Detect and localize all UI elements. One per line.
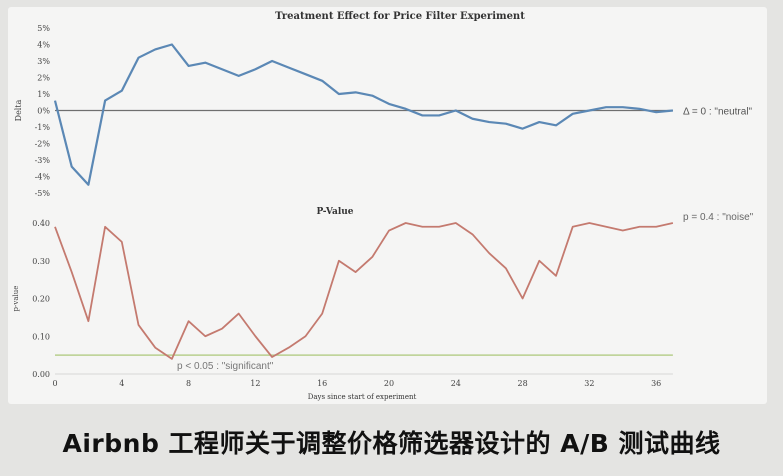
- delta-y-tick: 2%: [37, 74, 50, 83]
- pvalue-y-tick: 0.40: [32, 219, 50, 228]
- x-tick: 4: [119, 379, 124, 388]
- pvalue-series-line: [54, 222, 674, 360]
- pvalue-y-tick: 0.20: [32, 295, 50, 304]
- x-tick: 36: [651, 379, 661, 388]
- delta-series-line: [53, 43, 674, 186]
- pvalue-y-tick: 0.30: [32, 257, 50, 266]
- delta-y-tick: 4%: [37, 41, 50, 50]
- x-tick: 8: [186, 379, 191, 388]
- neutral-annotation: Δ = 0 : "neutral": [683, 107, 753, 118]
- delta-chart-title: Treatment Effect for Price Filter Experi…: [275, 11, 525, 22]
- x-tick: 0: [52, 379, 57, 388]
- ab-test-chart: Treatment Effect for Price Filter Experi…: [12, 11, 754, 401]
- x-tick: 28: [518, 379, 528, 388]
- x-tick: 20: [384, 379, 394, 388]
- chart-card: [8, 7, 767, 404]
- x-axis-label: Days since start of experiment: [308, 393, 417, 401]
- delta-y-tick: -2%: [35, 140, 51, 149]
- delta-y-tick: -1%: [35, 123, 51, 132]
- delta-y-label: Delta: [14, 99, 23, 121]
- delta-y-tick: 3%: [37, 57, 50, 66]
- x-tick: 16: [317, 379, 327, 388]
- significant-annotation: p < 0.05 : "significant": [177, 361, 274, 372]
- delta-y-tick: -3%: [35, 156, 51, 165]
- delta-y-tick: 1%: [37, 90, 50, 99]
- delta-y-tick: 5%: [37, 24, 50, 33]
- pvalue-chart-title: P-Value: [316, 207, 353, 217]
- noise-annotation: p = 0.4 : "noise": [683, 212, 754, 223]
- x-tick: 12: [250, 379, 260, 388]
- delta-y-tick: -4%: [35, 173, 51, 182]
- pvalue-y-label: p-value: [12, 286, 20, 312]
- x-tick: 24: [451, 379, 461, 388]
- caption: Airbnb 工程师关于调整价格筛选器设计的 A/B 测试曲线: [62, 429, 721, 458]
- delta-y-tick: 0%: [37, 107, 50, 116]
- pvalue-y-tick: 0.10: [32, 332, 50, 341]
- pvalue-y-tick: 0.00: [32, 370, 50, 379]
- delta-y-tick: -5%: [35, 189, 51, 198]
- x-tick: 32: [584, 379, 594, 388]
